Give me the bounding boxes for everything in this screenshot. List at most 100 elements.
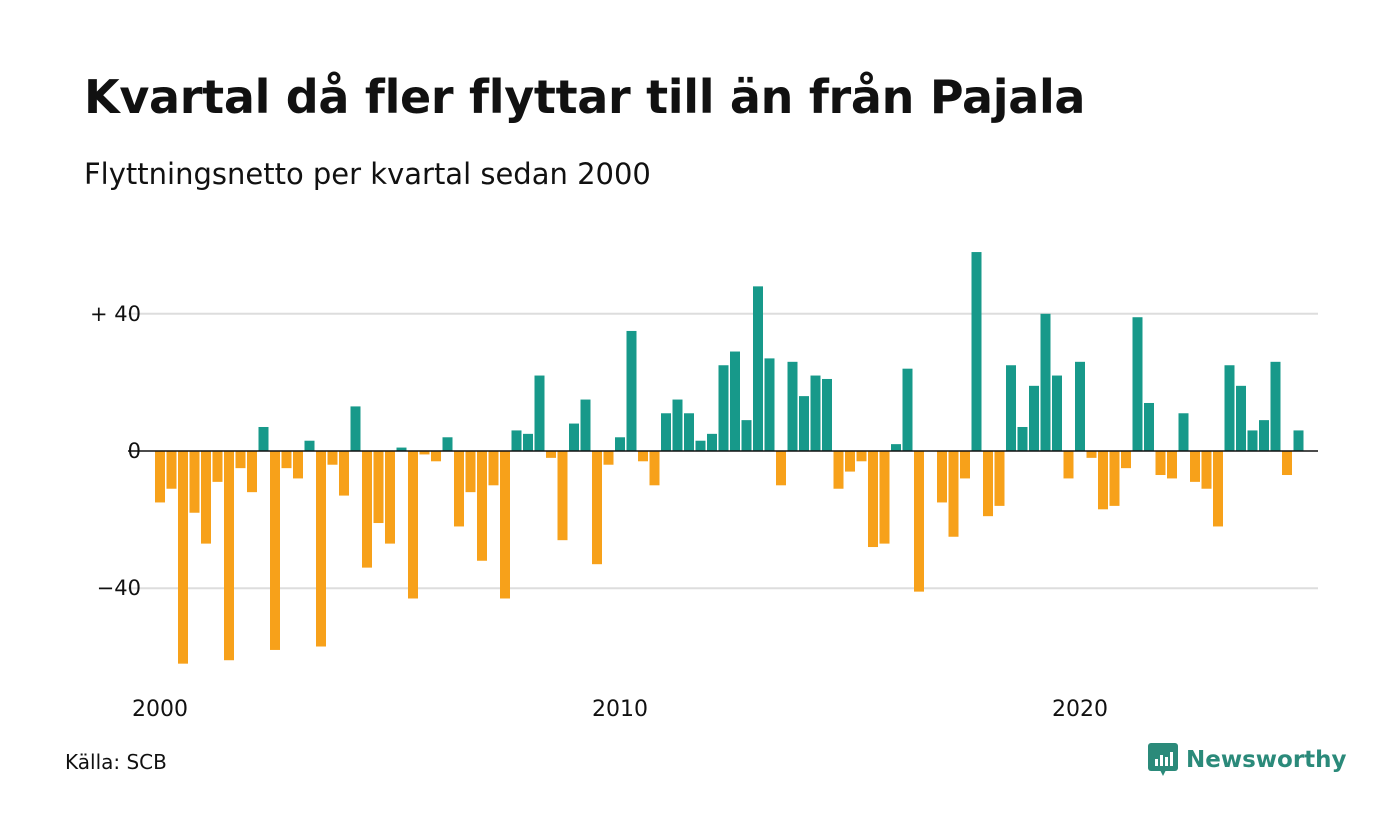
bar	[868, 451, 878, 548]
bar	[350, 406, 361, 451]
bar	[1201, 451, 1212, 489]
bar	[845, 451, 855, 472]
bar	[373, 451, 384, 524]
bar	[500, 451, 510, 599]
bar	[408, 451, 418, 599]
bar	[1224, 365, 1235, 451]
bar	[1282, 451, 1292, 476]
bar	[1109, 451, 1120, 506]
bar	[235, 451, 246, 469]
bar	[442, 437, 453, 451]
bar	[293, 451, 303, 479]
bar	[523, 433, 533, 451]
bar	[983, 451, 993, 517]
bar	[937, 451, 947, 503]
bar	[891, 444, 901, 451]
bar	[201, 451, 211, 544]
bar	[569, 423, 579, 451]
bar	[1052, 375, 1062, 451]
bar	[1075, 361, 1085, 451]
bar	[1213, 451, 1223, 527]
bar	[1155, 451, 1166, 476]
bar	[776, 451, 786, 486]
bar	[258, 426, 269, 451]
bar	[212, 451, 223, 482]
bar	[856, 451, 867, 462]
bar	[534, 375, 545, 451]
bar	[787, 361, 798, 451]
bar	[419, 451, 430, 455]
bar-layer	[155, 252, 1304, 664]
bar	[672, 399, 683, 451]
bar	[1144, 402, 1154, 451]
bar	[810, 375, 821, 451]
bar	[580, 399, 591, 451]
bar	[1040, 313, 1051, 451]
bar	[753, 286, 763, 451]
bar	[971, 252, 982, 451]
bar	[488, 451, 499, 486]
bar	[1247, 430, 1258, 451]
bar	[166, 451, 177, 489]
bar	[730, 351, 740, 451]
bar	[833, 451, 844, 489]
bar	[281, 451, 292, 469]
bar	[1132, 317, 1143, 451]
bar	[477, 451, 487, 561]
chart-title: Kvartal då fler flyttar till än från Paj…	[84, 70, 1086, 124]
bar	[1167, 451, 1177, 479]
bar	[178, 451, 188, 664]
bar	[1086, 451, 1097, 458]
x-tick-labels: 2000 2010 2020	[132, 697, 1108, 722]
bar	[799, 396, 809, 451]
bar	[270, 451, 280, 650]
grid-layer	[128, 312, 1318, 590]
bar	[914, 451, 924, 592]
bar	[1293, 430, 1304, 451]
bar	[1178, 413, 1189, 451]
bar	[316, 451, 326, 647]
bar	[396, 447, 407, 451]
bar	[764, 358, 775, 451]
chart-subtitle: Flyttningsnetto per kvartal sedan 2000	[84, 157, 651, 191]
bar	[592, 451, 602, 565]
x-tick-label: 2010	[592, 697, 648, 722]
bar	[615, 437, 625, 451]
bar	[1063, 451, 1074, 479]
bar	[879, 451, 890, 544]
x-tick-label: 2000	[132, 697, 188, 722]
bar	[431, 451, 441, 462]
bar	[1270, 361, 1281, 451]
bar	[155, 451, 165, 503]
x-tick-label: 2020	[1052, 697, 1108, 722]
bar	[1190, 451, 1200, 482]
bar	[1259, 420, 1269, 451]
bar	[557, 451, 568, 541]
bar	[1017, 426, 1028, 451]
bar	[385, 451, 395, 544]
bar	[741, 420, 752, 451]
source-note: Källa: SCB	[65, 750, 167, 774]
bar	[511, 430, 522, 451]
bar	[224, 451, 234, 661]
newsworthy-logo-icon	[1148, 743, 1178, 776]
bar	[327, 451, 338, 465]
bar	[626, 330, 637, 451]
y-tick-labels: + 40 0 −40	[90, 302, 141, 600]
bar	[362, 451, 372, 568]
brand-logo[interactable]: Newsworthy	[1148, 743, 1347, 777]
y-tick-label: + 40	[90, 302, 141, 326]
bar	[638, 451, 648, 462]
bar	[1121, 451, 1131, 469]
bar	[1098, 451, 1108, 510]
bar	[948, 451, 959, 537]
bar	[603, 451, 614, 465]
bar	[339, 451, 349, 496]
bar	[695, 440, 706, 451]
bar	[304, 440, 315, 451]
bar	[649, 451, 660, 486]
bar	[902, 368, 913, 451]
bar	[707, 433, 717, 451]
y-tick-label: 0	[128, 439, 141, 463]
